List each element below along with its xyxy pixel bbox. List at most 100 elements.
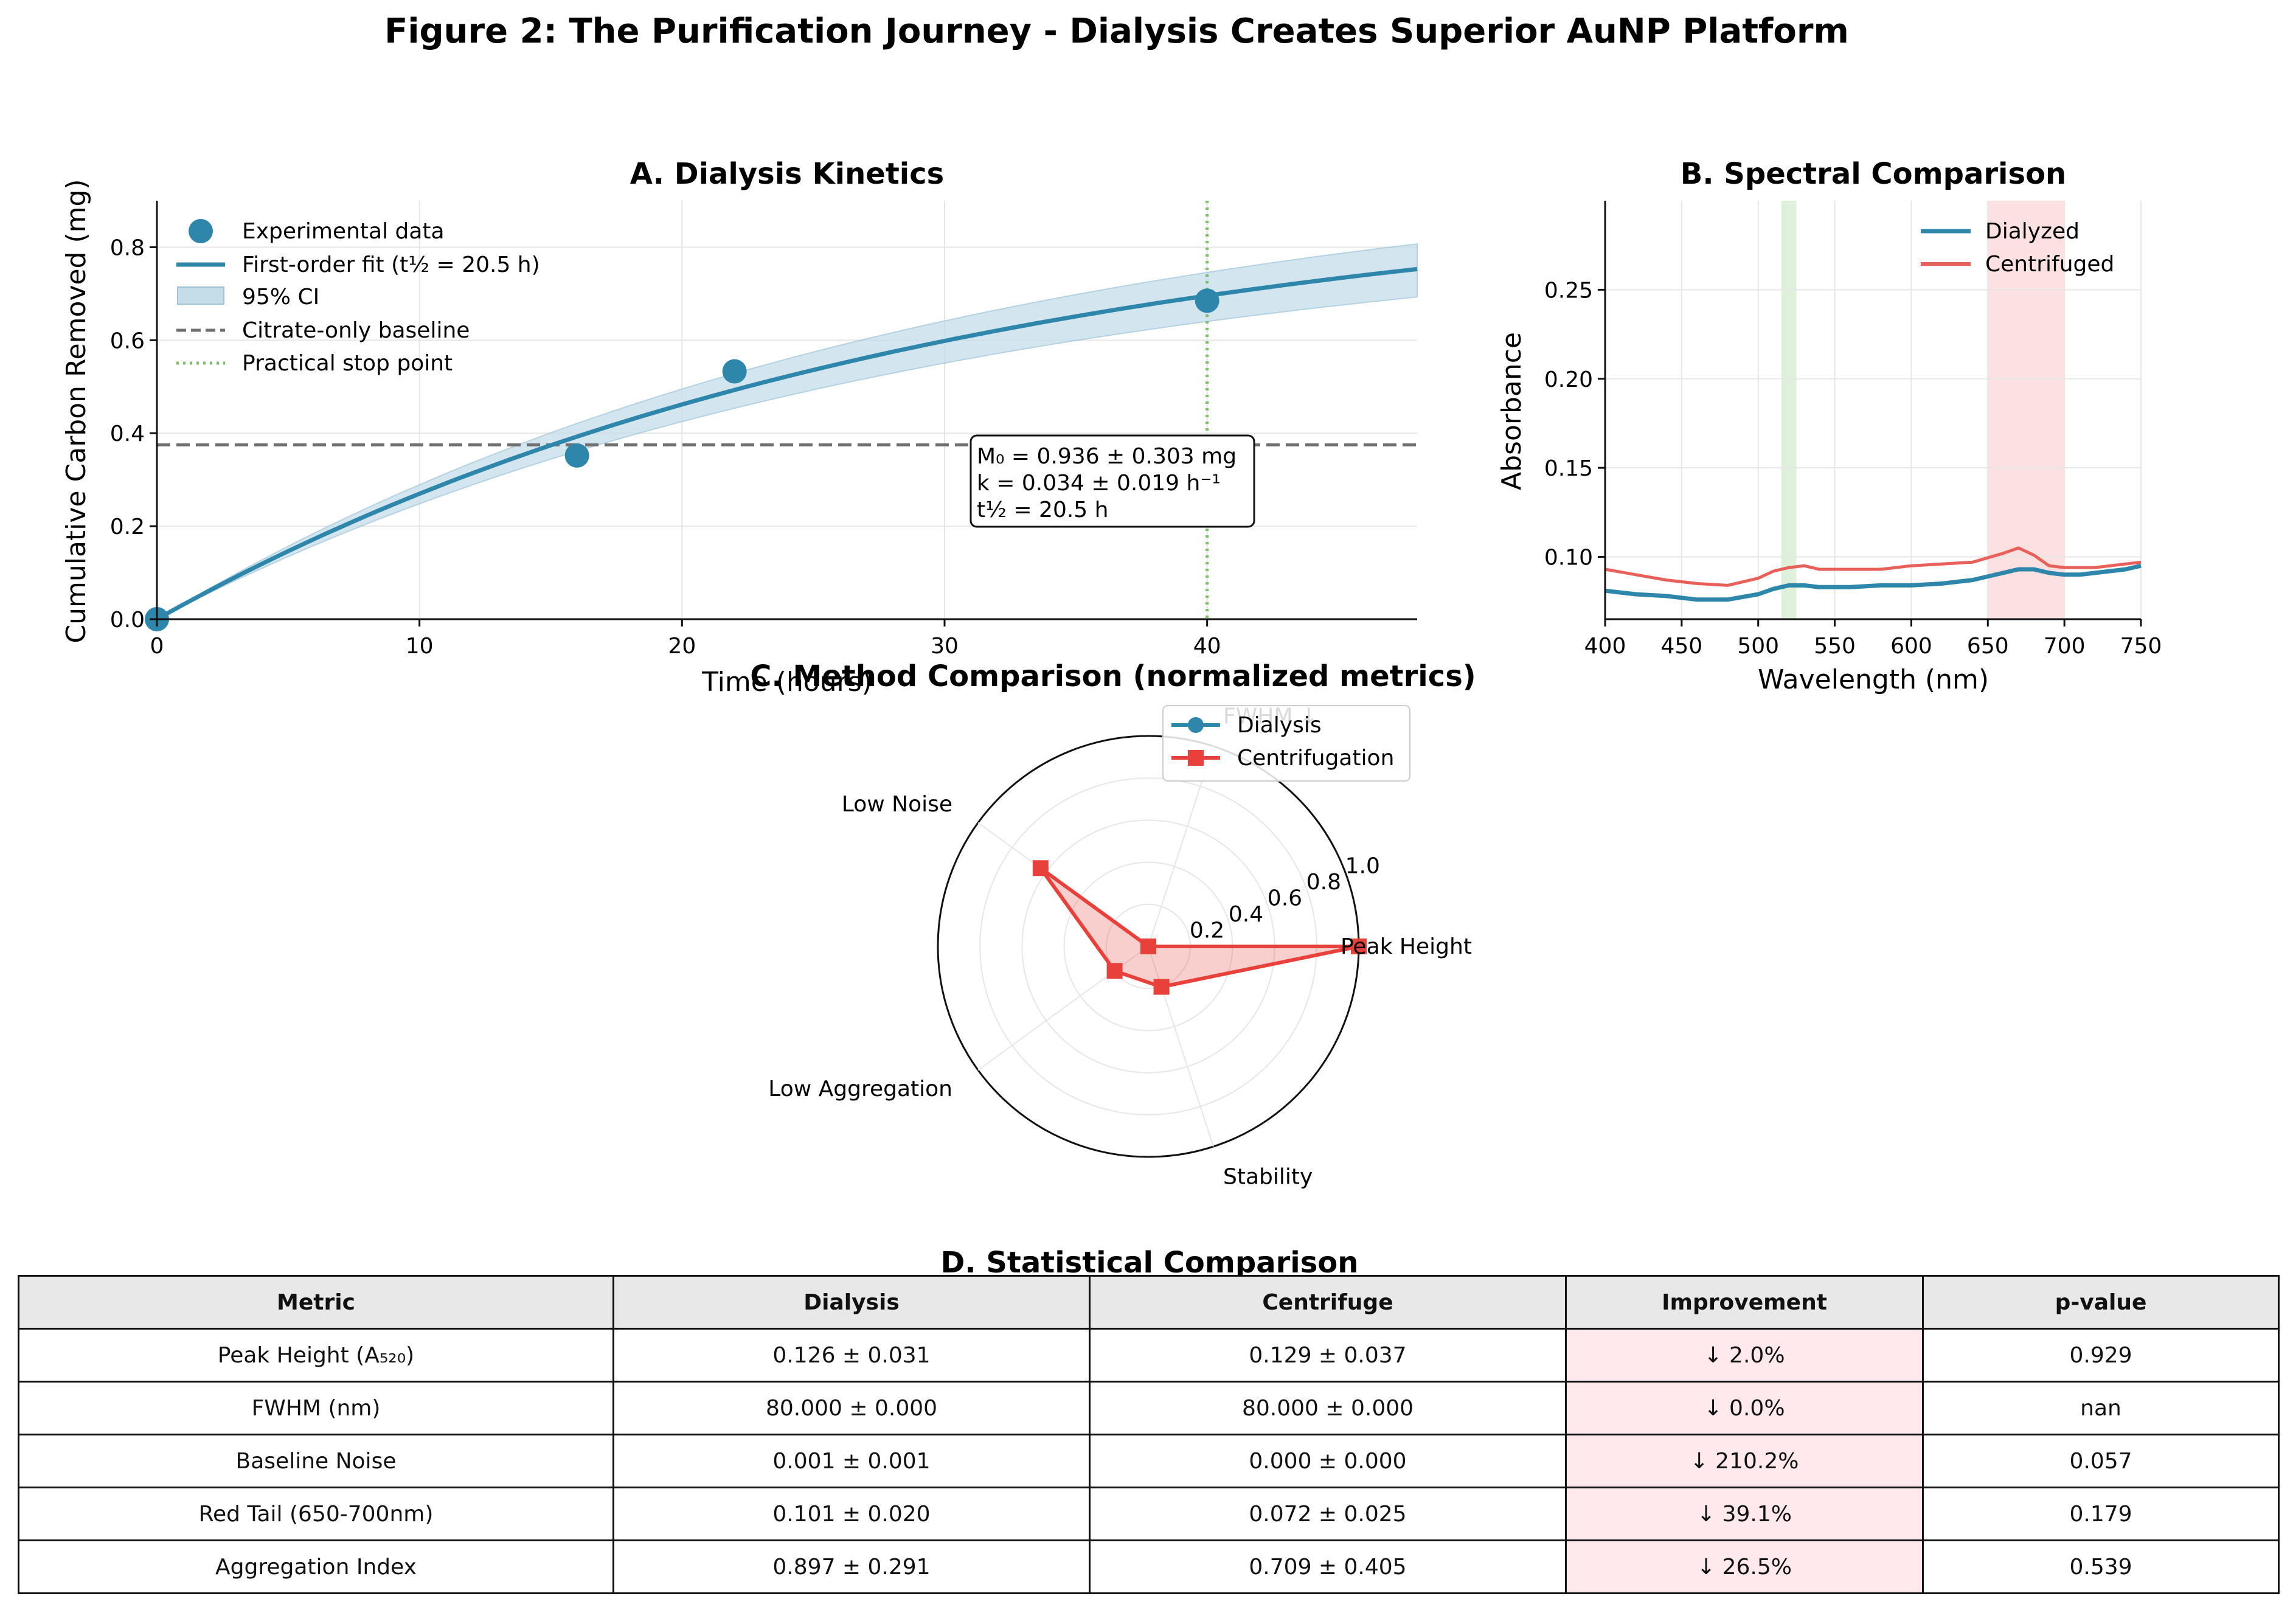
legend-label-centrifuged: Centrifuged (1985, 252, 2114, 277)
cell-improvement: ↓ 2.0% (1565, 1328, 1924, 1383)
cell-metric: FWHM (nm) (18, 1381, 614, 1435)
legend-label-fit: First-order fit (t½ = 20.5 h) (242, 252, 540, 277)
legend-label-dialysis: Dialysis (1237, 713, 1322, 738)
cell-centrifuge: 0.129 ± 0.037 (1089, 1328, 1567, 1383)
panel-b-grid (1604, 201, 2142, 619)
cell-improvement: ↓ 210.2% (1565, 1434, 1924, 1488)
panel-c-legend: Dialysis Centrifugation (1162, 705, 1410, 782)
cell-p-value: 0.929 (1922, 1328, 2280, 1383)
radar-tick-label: 0.2 (1190, 918, 1224, 943)
radar-tick-label: 0.4 (1229, 902, 1263, 927)
data-point (564, 443, 589, 468)
cell-metric: Red Tail (650-700nm) (18, 1487, 614, 1541)
y-tick-label: 0.8 (110, 235, 145, 260)
legend-marker-centrifugation-point (1188, 750, 1204, 766)
cell-dialysis: 0.897 ± 0.291 (612, 1539, 1091, 1594)
cell-p-value: 0.539 (1922, 1539, 2280, 1594)
ci-band (156, 243, 1418, 620)
cell-dialysis: 0.101 ± 0.020 (612, 1487, 1091, 1541)
panel-b-spectral-comparison: 400 450 500 550 600 650 700 750 0.10 0.15 0.20 0.25… (1496, 157, 2162, 695)
cell-dialysis: 80.000 ± 0.000 (612, 1381, 1091, 1435)
cell-p-value: nan (1922, 1381, 2280, 1435)
x-tick-label: 650 (1967, 634, 2009, 659)
legend-marker-ci (177, 286, 224, 305)
x-tick-label: 600 (1890, 634, 1932, 659)
spectrum-dialyzed (1604, 563, 2142, 602)
legend-label-baseline: Citrate-only baseline (242, 318, 470, 343)
radar-axis-label: Peak Height (1341, 934, 1472, 959)
x-tick-label: 450 (1660, 634, 1702, 659)
radar-point (1140, 939, 1156, 954)
panel-b-ticks: 400 450 500 550 600 650 700 750 0.10 0.15 0.20 0.25 (1544, 278, 2162, 659)
panel-b-legend: Dialyzed Centrifuged (1921, 219, 2114, 277)
x-tick-label: 550 (1814, 634, 1856, 659)
radar-point (1106, 963, 1123, 979)
figure-title: Figure 2: The Purification Journey - Dia… (384, 12, 1849, 51)
legend-label-experimental: Experimental data (242, 219, 445, 244)
panel-b-axes (1604, 201, 2141, 620)
legend-marker-dialysis-point (1188, 717, 1204, 733)
legend-label-stop: Practical stop point (242, 351, 453, 376)
fit-param-half-life: t½ = 20.5 h (977, 498, 1108, 522)
table-row: Aggregation Index 0.897 ± 0.291 0.709 ± … (18, 1539, 2280, 1594)
panel-a-legend: Experimental data First-order fit (t½ = … (176, 219, 540, 376)
panel-a-title: A. Dialysis Kinetics (630, 157, 945, 191)
y-tick-label: 0.0 (110, 608, 145, 633)
panel-a-dialysis-kinetics: 0 10 20 30 40 0.0 0.2 0.4 0.6 0.8 A. Dialysis Kin… (61, 157, 1418, 698)
radar-axis-label: Low Aggregation (768, 1077, 952, 1102)
legend-label-ci: 95% CI (242, 285, 319, 310)
x-tick-label: 0 (150, 634, 164, 659)
legend-marker-experimental (189, 219, 213, 243)
data-point (1195, 288, 1219, 313)
radar-point (1153, 979, 1170, 995)
panel-b-ylabel: Absorbance (1496, 332, 1527, 490)
panel-a-xlabel: Time (hours) (701, 667, 872, 698)
table-header-row: Metric Dialysis Centrifuge Improvement p… (18, 1275, 2280, 1330)
radar-area-centrifugation (1040, 868, 1359, 987)
x-tick-label: 20 (668, 634, 696, 659)
y-tick-label: 0.15 (1544, 456, 1593, 481)
y-tick-label: 0.6 (110, 328, 145, 353)
panel-a-ylabel: Cumulative Carbon Removed (mg) (61, 179, 92, 643)
statistical-comparison-table: Metric Dialysis Centrifuge Improvement p… (18, 1275, 2280, 1594)
y-tick-label: 0.10 (1544, 546, 1593, 571)
cell-dialysis: 0.126 ± 0.031 (612, 1328, 1091, 1383)
column-header-improvement: Improvement (1565, 1275, 1924, 1330)
cell-dialysis: 0.001 ± 0.001 (612, 1434, 1091, 1488)
x-tick-label: 400 (1584, 634, 1626, 659)
x-tick-label: 30 (931, 634, 959, 659)
panel-b-xlabel: Wavelength (nm) (1758, 664, 1989, 695)
radar-series (1032, 860, 1367, 995)
column-header-centrifuge: Centrifuge (1089, 1275, 1567, 1330)
cell-centrifuge: 0.072 ± 0.025 (1089, 1487, 1567, 1541)
spectrum-centrifuged (1604, 546, 2142, 587)
y-tick-label: 0.25 (1544, 278, 1593, 303)
fit-param-m0: M₀ = 0.936 ± 0.303 mg (977, 444, 1237, 469)
y-tick-label: 0.20 (1544, 367, 1593, 392)
panel-a-ticks: 0 10 20 30 40 0.0 0.2 0.4 0.6 0.8 (110, 235, 1221, 659)
cell-improvement: ↓ 39.1% (1565, 1487, 1924, 1541)
shaded-region (1781, 201, 1797, 619)
legend-label-dialyzed: Dialyzed (1985, 219, 2080, 244)
data-point (722, 359, 747, 384)
table-row: Red Tail (650-700nm) 0.101 ± 0.020 0.072… (18, 1487, 2280, 1541)
panel-d-title: D. Statistical Comparison (941, 1246, 1359, 1280)
panel-b-spectra (1604, 546, 2142, 602)
radar-tick-label: 0.8 (1306, 870, 1341, 895)
radar-tick-label: 1.0 (1345, 854, 1380, 879)
radar-axis-label: Stability (1223, 1165, 1313, 1190)
cell-centrifuge: 0.709 ± 0.405 (1089, 1539, 1567, 1594)
radar-axis-label: Low Noise (842, 792, 952, 817)
radar-tick-label: 0.6 (1268, 886, 1302, 911)
cell-improvement: ↓ 0.0% (1565, 1381, 1924, 1435)
panel-c-title: C. Method Comparison (normalized metrics… (750, 659, 1476, 693)
cell-centrifuge: 0.000 ± 0.000 (1089, 1434, 1567, 1488)
table-row: FWHM (nm) 80.000 ± 0.000 80.000 ± 0.000 … (18, 1381, 2280, 1435)
radar-line-centrifugation (1038, 866, 1361, 989)
table-row: Peak Height (A₅₂₀) 0.126 ± 0.031 0.129 ±… (18, 1328, 2280, 1383)
x-tick-label: 700 (2044, 634, 2086, 659)
cell-metric: Aggregation Index (18, 1539, 614, 1594)
panel-b-title: B. Spectral Comparison (1681, 157, 2066, 191)
column-header-metric: Metric (18, 1275, 614, 1330)
